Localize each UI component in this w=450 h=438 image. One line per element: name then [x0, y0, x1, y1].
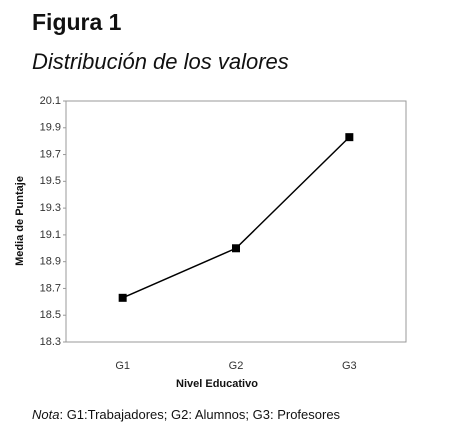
x-axis-label: Nivel Educativo: [176, 378, 258, 390]
y-tick-label: 18.3: [40, 336, 61, 348]
plot-frame: [65, 100, 407, 343]
x-tick-label: G2: [229, 360, 244, 372]
y-tick-label: 18.7: [40, 282, 61, 294]
note: Nota: G1:Trabajadores; G2: Alumnos; G3: …: [32, 407, 341, 422]
point-marker: [118, 293, 127, 302]
y-tick-label: 20.1: [40, 95, 61, 107]
y-tick-label: 19.7: [40, 148, 61, 160]
y-tick-label: 18.5: [40, 309, 61, 321]
note-text: : G1:Trabajadores; G2: Alumnos; G3: Prof…: [59, 407, 340, 422]
y-tick-label: 19.5: [40, 175, 61, 187]
series-line: [122, 136, 350, 299]
x-tick-label: G3: [342, 360, 357, 372]
chart-subtitle: Distribución de los valores: [32, 49, 289, 74]
y-axis-label: Media de Puntaje: [14, 176, 26, 266]
y-tick-label: 18.9: [40, 256, 61, 268]
chart-title: Figura 1: [32, 9, 122, 35]
point-marker: [345, 133, 354, 142]
y-tick-label: 19.3: [40, 202, 61, 214]
point-marker: [232, 244, 240, 253]
y-tick-label: 19.1: [40, 229, 61, 241]
x-tick-label: G1: [115, 360, 130, 372]
note-label: Nota: [32, 407, 59, 422]
y-tick-label: 19.9: [40, 122, 61, 134]
